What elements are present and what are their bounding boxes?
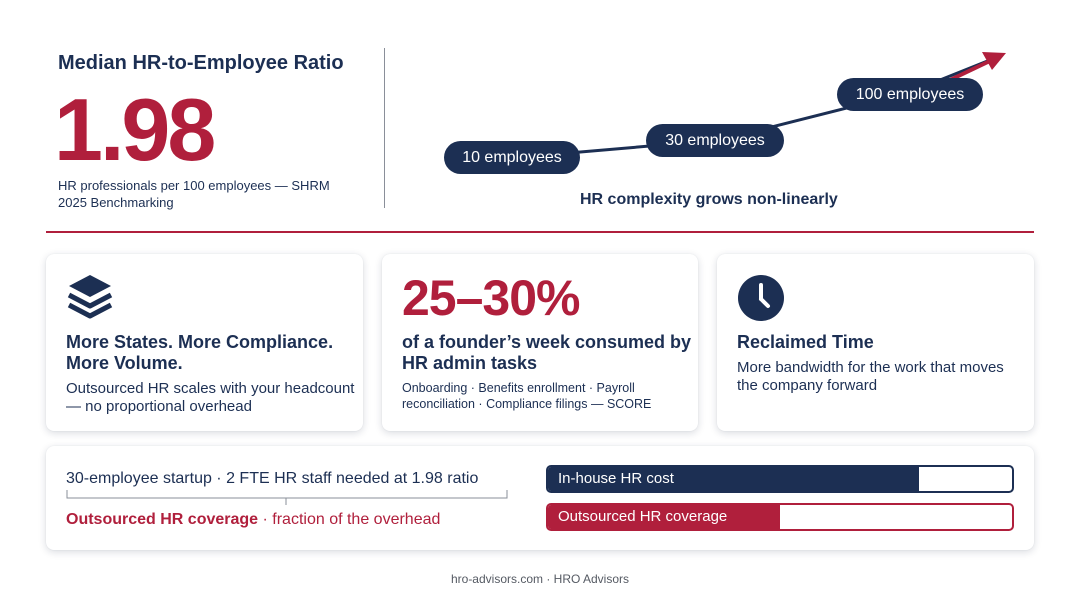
- coverage-label: Outsourced HR coverage: [66, 511, 259, 528]
- inhouse-cost-bar: In-house HR cost: [546, 465, 1014, 493]
- ratio-value: 1.98: [54, 80, 216, 179]
- layers-icon: [67, 275, 113, 319]
- card-time: Reclaimed Time More bandwidth for the wo…: [717, 254, 1034, 431]
- card-time-text: More bandwidth for the work that moves t…: [737, 359, 1004, 394]
- comparison-panel: 30-employee startup · 2 FTE HR staff nee…: [46, 446, 1034, 550]
- stage-pill-30: 30 employees: [646, 124, 784, 157]
- startup-line: 30-employee startup · 2 FTE HR staff nee…: [66, 470, 479, 487]
- ratio-title: Median HR-to-Employee Ratio: [58, 52, 344, 74]
- growth-caption: HR complexity grows non-linearly: [580, 191, 838, 208]
- footer-credit: hro-advisors.com · HRO Advisors: [450, 572, 630, 586]
- outsourced-coverage-label: Outsourced HR coverage: [558, 508, 728, 525]
- coverage-line: Outsourced HR coverage · fraction of the…: [66, 511, 440, 529]
- outsourced-coverage-bar: Outsourced HR coverage: [546, 503, 1014, 531]
- coverage-rest: · fraction of the overhead: [258, 511, 441, 528]
- stage-pill-10: 10 employees: [444, 141, 580, 174]
- card-time-heading: Reclaimed Time: [737, 332, 874, 352]
- section-divider: [46, 231, 1034, 233]
- ratio-subtitle: HR professionals per 100 employees — SHR…: [58, 178, 330, 210]
- vertical-divider: [384, 48, 385, 208]
- clock-icon: [738, 275, 784, 321]
- card-founder-text: Onboarding · Benefits enrollment · Payro…: [402, 381, 652, 411]
- growth-arrow-head: [982, 52, 1006, 70]
- card-scale-text: Outsourced HR scales with your headcount…: [66, 380, 355, 415]
- growth-arrow-shaft: [949, 58, 993, 82]
- card-founder-heading: of a founder’s week consumed by HR admin…: [402, 332, 692, 373]
- outsourced-coverage-fill: [548, 505, 780, 529]
- growth-line-graphic: [509, 52, 1006, 160]
- bracket-icon: [66, 490, 508, 505]
- inhouse-cost-fill: [548, 467, 920, 491]
- inhouse-cost-label: In-house HR cost: [558, 470, 674, 487]
- card-scale-heading: More States. More Compliance. More Volum…: [66, 332, 334, 373]
- card-scale: More States. More Compliance. More Volum…: [46, 254, 363, 431]
- growth-line-navy: [509, 58, 991, 160]
- founder-stat: 25–30%: [402, 270, 580, 326]
- stage-pill-100: 100 employees: [837, 78, 983, 111]
- card-founder: 25–30% of a founder’s week consumed by H…: [382, 254, 698, 431]
